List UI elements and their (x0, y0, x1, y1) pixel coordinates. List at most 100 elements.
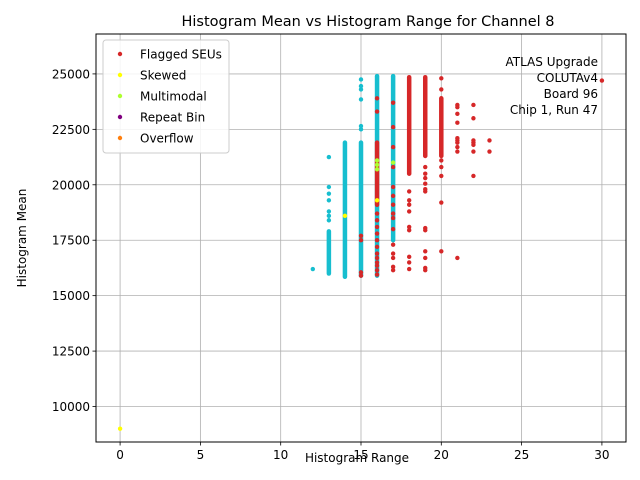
x-tick-label: 15 (353, 448, 368, 462)
y-tick-label: 12500 (52, 345, 90, 359)
data-point (390, 242, 396, 247)
x-tick-label: 0 (116, 448, 124, 462)
x-axis-label: Histogram Range (305, 451, 409, 465)
data-point (406, 202, 412, 207)
data-point (390, 100, 396, 105)
y-tick-label: 20000 (52, 178, 90, 192)
annotation-line: ATLAS Upgrade (505, 55, 598, 69)
legend-label: Overflow (140, 132, 194, 146)
x-tick-label: 5 (197, 448, 205, 462)
data-point (117, 426, 123, 431)
data-point (390, 164, 396, 170)
data-point (358, 83, 364, 89)
data-point (471, 116, 476, 121)
x-tick-label: 25 (514, 448, 529, 462)
data-point (390, 211, 396, 216)
data-point (358, 123, 364, 129)
data-point (390, 160, 396, 165)
data-point (374, 231, 380, 236)
y-tick-label: 10000 (52, 400, 90, 414)
data-point (439, 76, 444, 81)
legend-label: Multimodal (140, 90, 207, 104)
data-point (374, 260, 380, 265)
data-point (390, 215, 396, 221)
data-point (487, 149, 492, 154)
data-point (471, 102, 476, 108)
data-point (439, 158, 444, 163)
data-point (455, 136, 460, 141)
data-point (455, 102, 460, 108)
x-tick-label: 10 (273, 448, 288, 462)
data-point (406, 189, 412, 194)
data-point (374, 272, 380, 277)
legend-marker (117, 93, 123, 99)
series-flagged-seus (358, 74, 605, 278)
data-point (423, 175, 428, 181)
data-point (390, 264, 396, 270)
run-annotation: ATLAS Upgrade COLUTAv4 Board 96 Chip 1, Run… (505, 55, 598, 117)
data-point (439, 164, 444, 170)
data-point (358, 270, 364, 275)
data-point (358, 87, 364, 92)
chart-title: Histogram Mean vs Histogram Range for Ch… (182, 14, 555, 30)
data-point (423, 181, 428, 186)
data-point (358, 127, 364, 132)
data-point (390, 267, 396, 273)
data-point (374, 263, 380, 268)
data-point (390, 255, 396, 261)
annotation-line: Board 96 (544, 87, 598, 101)
data-point (455, 144, 460, 150)
annotation-line: COLUTAv4 (537, 71, 598, 85)
legend-box (102, 39, 230, 154)
legend-label: Repeat Bin (140, 111, 205, 125)
y-tick-label: 17500 (52, 234, 90, 248)
data-point (471, 173, 476, 179)
data-point (390, 144, 396, 150)
data-point (390, 251, 396, 256)
data-point (423, 225, 428, 231)
data-point (342, 213, 348, 219)
data-point (326, 184, 332, 190)
y-axis-label: Histogram Mean (15, 189, 29, 288)
data-point (423, 255, 428, 261)
data-point (374, 109, 380, 114)
data-point (439, 87, 444, 92)
data-point (374, 224, 380, 230)
data-point (439, 249, 444, 254)
x-tick-label: 20 (434, 448, 449, 462)
data-point (374, 251, 380, 256)
legend-marker (117, 114, 123, 120)
data-point (310, 266, 316, 272)
data-point (390, 193, 396, 199)
data-point (390, 184, 396, 190)
x-tick-label: 30 (594, 448, 609, 462)
data-point (487, 138, 492, 143)
axis-ticks: 0 5 10 15 20 25 30 10000 12500 15000 17500 20000 225… (52, 67, 610, 462)
data-point (423, 164, 428, 170)
data-points (117, 73, 605, 431)
data-point (358, 233, 364, 238)
data-point (406, 198, 412, 203)
data-point (455, 111, 460, 117)
data-point (326, 213, 332, 219)
data-point (406, 209, 412, 214)
data-point (423, 265, 428, 271)
data-point (374, 267, 380, 273)
y-tick-label: 15000 (52, 289, 90, 303)
data-point (406, 224, 412, 230)
data-point (374, 158, 380, 163)
data-point (374, 244, 380, 250)
data-point (423, 187, 428, 192)
data-point (374, 198, 380, 203)
legend-label: Flagged SEUs (140, 48, 222, 62)
data-point (390, 226, 396, 232)
legend-marker (117, 51, 123, 57)
series-multimodal (374, 158, 396, 172)
data-point (374, 167, 380, 172)
data-point (374, 238, 380, 243)
data-point (374, 211, 380, 216)
legend-marker (117, 135, 123, 141)
data-point (374, 96, 380, 101)
data-point (471, 138, 476, 143)
data-point (390, 202, 396, 207)
